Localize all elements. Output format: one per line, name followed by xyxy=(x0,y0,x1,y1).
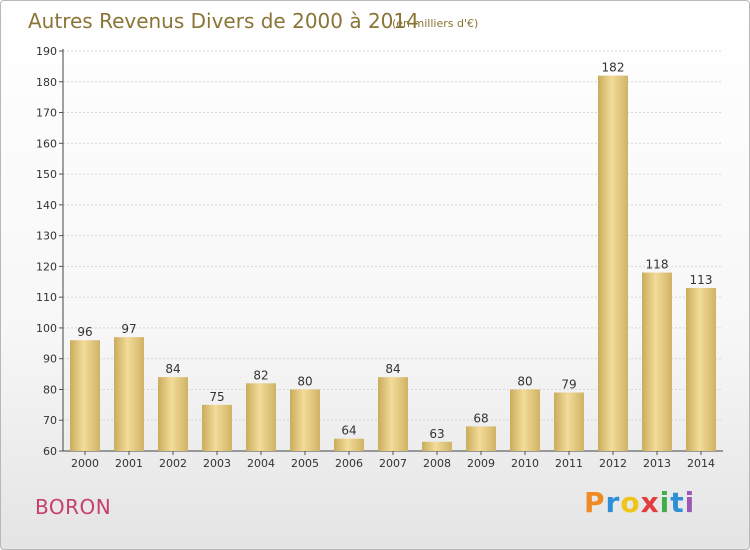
logo-letter: i xyxy=(684,486,696,519)
x-tick-label: 2007 xyxy=(379,457,407,470)
y-tick-label: 150 xyxy=(36,168,57,181)
bar xyxy=(642,272,672,451)
x-tick-label: 2009 xyxy=(467,457,495,470)
bar xyxy=(158,377,188,451)
x-tick-label: 2006 xyxy=(335,457,363,470)
x-tick-label: 2010 xyxy=(511,457,539,470)
y-tick-label: 60 xyxy=(43,445,57,458)
bars xyxy=(70,75,716,451)
bar xyxy=(246,383,276,451)
y-tick-label: 90 xyxy=(43,353,57,366)
logo-letter: o xyxy=(620,486,641,519)
value-label: 182 xyxy=(602,61,625,75)
axes: 60 70 80 90 100 110 120 130 140 150 160 170 180 190 xyxy=(36,45,723,458)
x-tick-label: 2002 xyxy=(159,457,187,470)
bar xyxy=(510,389,540,451)
y-tick-label: 80 xyxy=(43,383,57,396)
y-tick-label: 190 xyxy=(36,45,57,58)
x-tick-label: 2003 xyxy=(203,457,231,470)
logo-letter: x xyxy=(640,486,660,519)
bar xyxy=(70,340,100,451)
x-tick-label: 2013 xyxy=(643,457,671,470)
bar xyxy=(114,337,144,451)
logo-letter: i xyxy=(659,486,671,519)
y-tick-label: 170 xyxy=(36,107,57,120)
x-tick-label: 2014 xyxy=(687,457,715,470)
value-label: 79 xyxy=(561,378,576,392)
value-label: 84 xyxy=(385,362,400,376)
x-tick-label: 2005 xyxy=(291,457,319,470)
bar xyxy=(290,389,320,451)
value-label: 68 xyxy=(473,411,488,425)
value-label: 82 xyxy=(253,368,268,382)
y-tick-label: 130 xyxy=(36,230,57,243)
value-label: 80 xyxy=(517,374,532,388)
bar xyxy=(686,287,716,451)
x-tick-label: 2008 xyxy=(423,457,451,470)
x-tick-label: 2011 xyxy=(555,457,583,470)
value-label: 64 xyxy=(341,424,356,438)
logo-letter: t xyxy=(670,486,685,519)
x-tick-label: 2004 xyxy=(247,457,275,470)
y-tick-label: 120 xyxy=(36,260,57,273)
value-label: 96 xyxy=(77,325,92,339)
x-tick-label: 2012 xyxy=(599,457,627,470)
y-tick-label: 160 xyxy=(36,137,57,150)
value-label: 63 xyxy=(429,427,444,441)
value-label: 80 xyxy=(297,374,312,388)
x-tick-label: 2000 xyxy=(71,457,99,470)
y-tick-label: 180 xyxy=(36,76,57,89)
y-tick-label: 110 xyxy=(36,291,57,304)
labels: 96 2000 97 2001 84 2002 75 2003 82 2004 80 2005 64 20… xyxy=(71,61,715,470)
y-tick-label: 140 xyxy=(36,199,57,212)
value-label: 75 xyxy=(209,390,224,404)
bar xyxy=(466,426,496,451)
chart-title: Autres Revenus Divers de 2000 à 2014 xyxy=(28,9,419,33)
logo-letter: r xyxy=(605,486,621,519)
x-tick-label: 2001 xyxy=(115,457,143,470)
y-tick-label: 100 xyxy=(36,322,57,335)
value-label: 97 xyxy=(121,322,136,336)
value-label: 113 xyxy=(690,273,713,287)
proxiti-logo: Proxiti xyxy=(584,486,695,519)
bar xyxy=(422,441,452,451)
bar xyxy=(554,392,584,451)
bar xyxy=(334,438,364,451)
value-label: 118 xyxy=(646,258,669,272)
bar xyxy=(598,75,628,451)
y-tick-label: 70 xyxy=(43,414,57,427)
logo-letter: P xyxy=(584,486,606,519)
commune-name: BORON xyxy=(35,495,112,519)
chart-subtitle: (en milliers d'€) xyxy=(392,17,479,30)
bar xyxy=(202,404,232,451)
bar xyxy=(378,377,408,451)
value-label: 84 xyxy=(165,362,180,376)
